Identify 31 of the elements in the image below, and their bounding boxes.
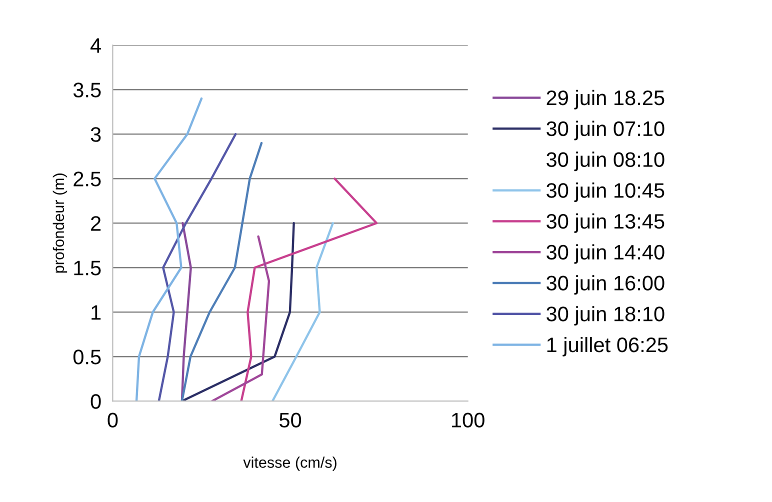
line-series bbox=[180, 222, 295, 402]
x-tick-label: 0 bbox=[108, 412, 118, 428]
x-tick-label: 50 bbox=[280, 412, 302, 428]
legend-label: 30 juin 07:10 bbox=[546, 120, 664, 140]
x-axis-title: vitesse (cm/s) bbox=[243, 456, 336, 471]
y-tick-label: 3 bbox=[90, 127, 101, 142]
line-series bbox=[135, 97, 203, 402]
legend-label: 29 juin 18.25 bbox=[546, 90, 664, 110]
y-tick-label: 0 bbox=[90, 394, 101, 409]
line-series bbox=[271, 222, 334, 402]
legend-label: 30 juin 13:45 bbox=[546, 213, 664, 233]
line-series bbox=[180, 142, 263, 402]
text: 30 juin 08:10 bbox=[546, 152, 664, 172]
y-tick-label: 2 bbox=[91, 216, 101, 231]
line-series bbox=[180, 222, 192, 402]
y-tick-label: 1.5 bbox=[74, 260, 101, 276]
y-tick-label: 0.5 bbox=[73, 350, 101, 364]
legend-label: 30 juin 18:10 bbox=[546, 306, 664, 326]
y-tick-label: 1 bbox=[92, 305, 101, 320]
y-tick-label: 3.5 bbox=[73, 82, 101, 98]
line-series bbox=[240, 178, 378, 402]
legend-label: 30 juin 10:45 bbox=[546, 182, 664, 202]
legend-label: 30 juin 16:00 bbox=[546, 275, 664, 295]
line-series bbox=[158, 133, 237, 402]
y-tick-label: 2.5 bbox=[74, 172, 101, 186]
x-tick-label: 100 bbox=[452, 412, 484, 428]
legend-label: 30 juin 14:40 bbox=[546, 244, 664, 264]
y-axis-title: profondeur (m) bbox=[52, 174, 68, 273]
y-tick-label: 4 bbox=[90, 38, 101, 53]
line-series bbox=[211, 235, 270, 402]
legend-label: 1 juillet 06:25 bbox=[547, 336, 668, 356]
